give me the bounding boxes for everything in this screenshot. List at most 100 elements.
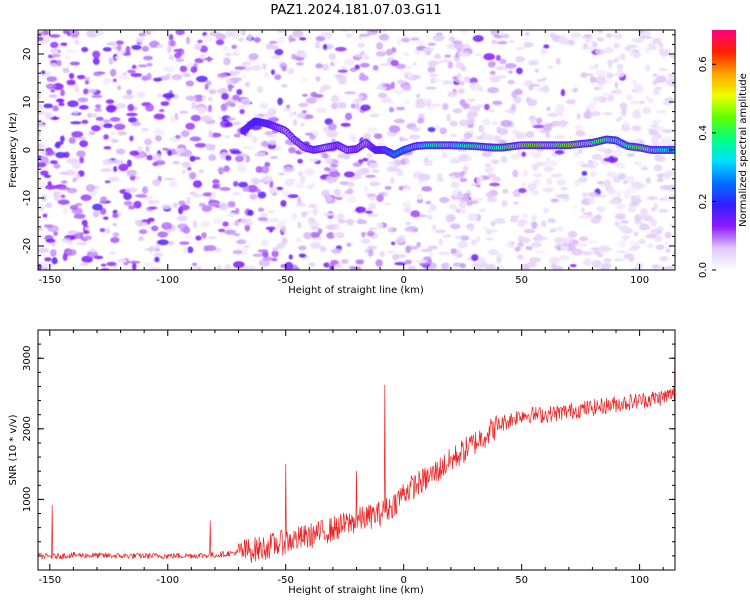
spectrogram-cell (632, 111, 642, 120)
spectrogram-cell (110, 132, 116, 136)
spectrogram-cell (567, 230, 578, 238)
spectrogram-cell (606, 80, 612, 84)
spectrogram-cell (209, 31, 221, 37)
colorbar-label: Normalized spectral amplitude (738, 73, 749, 227)
spectrogram-cell (586, 105, 596, 110)
spectrogram-cell (434, 53, 442, 60)
spectrogram-cell (550, 173, 563, 178)
spectrogram-cell (152, 178, 161, 187)
spectrogram-cell (363, 185, 369, 194)
spectrogram-cell (485, 163, 492, 167)
spectrogram-cell (396, 168, 404, 177)
spectrogram-cell (234, 66, 247, 70)
spectrogram-cell (345, 218, 355, 226)
spectrogram-cell (402, 201, 412, 208)
spectrogram-cell (112, 78, 117, 83)
spectrogram-cell (525, 131, 535, 139)
spectrogram-cell (321, 189, 331, 197)
spectrogram-cell (337, 69, 348, 73)
spectrogram-cell (208, 154, 217, 161)
spectrogram-cell (303, 231, 312, 240)
spectrogram-cell (427, 106, 434, 111)
spectrogram-cell (178, 200, 186, 206)
spectrogram-cell (369, 181, 381, 186)
spectrogram-cell (66, 79, 76, 86)
spectrogram-cell (463, 132, 473, 140)
spectrogram-cell (328, 123, 337, 131)
spectrogram-cell (309, 231, 321, 238)
spectrogram-cell (308, 158, 319, 163)
spectrogram-cell (593, 42, 598, 48)
spectrogram-cell (549, 228, 557, 233)
spectrogram-cell (508, 39, 516, 43)
spectrogram-cell (596, 77, 607, 86)
spectrogram-cell (192, 180, 203, 188)
spectrogram-cell (415, 93, 421, 98)
spectrogram-cell (557, 193, 570, 199)
spectrogram-cell (651, 119, 662, 125)
spectrogram-cell (656, 75, 667, 83)
spectrogram-cell (343, 171, 355, 178)
spectrogram-cell (208, 89, 217, 95)
spectrogram-cell (39, 156, 49, 164)
spectrogram-cell (478, 124, 485, 133)
spectrogram-cell (50, 41, 59, 49)
spectrogram-cell (191, 101, 197, 110)
spectrogram-cell (645, 234, 657, 239)
spectrogram-cell (299, 37, 307, 41)
spectrogram-cell (227, 83, 233, 92)
spectrogram-cell (310, 226, 320, 231)
spectrogram-cell (308, 220, 320, 228)
spectrogram-cell (410, 37, 420, 41)
spectrogram-cell (80, 262, 89, 267)
spectrogram-cell (431, 224, 437, 231)
spectrogram-cell (644, 65, 651, 73)
spectrogram-cell (175, 30, 185, 36)
spectrogram-cell (50, 249, 57, 257)
spectrogram-cell (85, 183, 95, 192)
spectrogram-noise (38, 30, 675, 270)
y-tick-label: 2000 (22, 416, 33, 441)
spectrogram-cell (91, 113, 98, 118)
spectrogram-cell (446, 113, 451, 122)
spectrogram-cell (458, 196, 470, 203)
spectrogram-x-axis: -150 -100 -50 0 50 100 (38, 30, 664, 286)
spectrogram-cell (667, 72, 675, 79)
spectrogram-cell (264, 131, 274, 136)
spectrogram-cell (530, 151, 543, 159)
spectrogram-cell (207, 202, 220, 206)
spectrogram-cell (669, 54, 675, 59)
spectrogram-cell (126, 169, 137, 177)
spectrogram-cell (395, 106, 406, 111)
spectrogram-cell (662, 172, 672, 180)
spectrogram-cell (415, 259, 428, 264)
spectrogram-cell (629, 241, 641, 246)
spectrogram-cell (450, 175, 456, 181)
spectrogram-cell (653, 164, 663, 172)
spectrogram-cell (79, 140, 88, 148)
colorbar-axis: 0.0 0.2 0.4 0.6 (698, 56, 716, 278)
spectrogram-cell (458, 119, 470, 127)
spectrogram-cell (189, 136, 202, 142)
spectrogram-cell (550, 198, 560, 203)
spectrogram-cell (458, 51, 471, 57)
spectrogram-cell (616, 190, 621, 198)
spectrogram-cell (539, 161, 548, 167)
spectrogram-cell (321, 63, 330, 71)
spectrogram-cell (312, 207, 319, 216)
spectrogram-cell (81, 219, 88, 226)
spectrogram-cell (644, 46, 651, 53)
spectrogram-cell (482, 118, 491, 126)
spectrogram-cell (639, 213, 650, 218)
spectrogram-cell (576, 243, 588, 247)
spectrogram-cell (292, 30, 304, 38)
spectrogram-cell (93, 31, 105, 36)
spectrogram-cell (633, 87, 644, 93)
spectrogram-cell (288, 254, 293, 260)
spectrogram-cell (175, 134, 181, 139)
spectrogram-cell (76, 150, 86, 158)
spectrogram-cell (185, 95, 197, 101)
spectrogram-cell (485, 191, 496, 199)
spectrogram-cell (271, 45, 279, 51)
